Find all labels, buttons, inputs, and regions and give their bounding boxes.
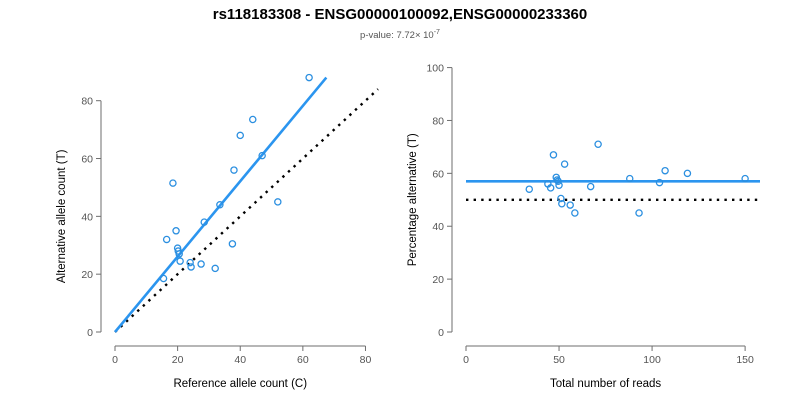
x-axis-tick-label: 40 (234, 354, 246, 366)
data-point (557, 194, 565, 203)
data-point (525, 185, 534, 193)
data-point (175, 250, 183, 258)
data-point (169, 179, 177, 187)
data-point (558, 200, 566, 208)
panel-allele-counts: 0 20 40 60 80 Reference allele count (C) 0 20 40… (56, 73, 379, 390)
data-point (625, 174, 634, 183)
scatter-plot-percentage-alternative: 0 50 100 150 Total number of reads 0 20 40 60 80 1… (407, 63, 760, 390)
pvalue-annotation: p-value: 7.72× 10-7 (0, 22, 800, 41)
x-axis-tick-label: 100 (643, 354, 661, 366)
page-title: rs118183308 - ENSG00000100092,ENSG000002… (212, 6, 588, 23)
data-point (655, 178, 664, 187)
data-point (274, 198, 282, 206)
x-axis-tick-label: 20 (172, 354, 184, 366)
x-axis-tick-label: 150 (736, 354, 754, 366)
data-point (162, 235, 171, 244)
y-axis-tick-label: 20 (432, 274, 444, 286)
panel-percentage-alternative: 0 50 100 150 Total number of reads 0 20 40 60 80 1… (400, 0, 800, 400)
data-point (546, 184, 555, 192)
figure-header: rs118183308 - ENSG00000100092,ENSG000002… (0, 0, 800, 41)
data-point (566, 201, 574, 209)
y-axis-title: Alternative allele count (T) (56, 149, 68, 283)
y-axis-tick-label: 60 (432, 168, 444, 180)
data-point (741, 174, 749, 183)
data-point (187, 263, 195, 271)
data-point (258, 151, 266, 160)
y-axis-tick-label: 80 (81, 96, 93, 108)
data-point (549, 151, 558, 159)
y-axis-tick-label: 0 (87, 327, 93, 339)
y-axis-tick-label: 80 (432, 115, 444, 127)
y-axis-tick-label: 20 (81, 269, 93, 281)
x-axis-tick-label: 50 (553, 354, 565, 366)
data-point (172, 227, 180, 235)
data-point (228, 240, 237, 248)
data-point (555, 181, 563, 189)
data-point (186, 258, 194, 267)
fit-line (113, 76, 328, 333)
x-axis-title: Total number of reads (550, 378, 661, 390)
y-axis-tick-label: 40 (81, 211, 93, 223)
x-axis-tick-label: 0 (463, 354, 469, 366)
data-point (683, 169, 692, 178)
data-point (200, 218, 208, 226)
y-axis-title: Percentage alternative (T) (407, 133, 419, 266)
data-point (249, 115, 257, 124)
x-axis-tick-label: 80 (360, 354, 372, 366)
data-point (661, 166, 669, 175)
data-point (211, 264, 219, 273)
data-point (176, 257, 184, 265)
y-axis-tick-label: 100 (426, 63, 444, 75)
data-point (571, 209, 579, 217)
data-point (236, 131, 244, 140)
scatter-plot-allele-counts: 0 20 40 60 80 Reference allele count (C) 0 20 40… (56, 73, 379, 390)
y-axis-tick-label: 0 (438, 327, 444, 339)
y-axis-tick-label: 60 (81, 154, 93, 166)
data-point (197, 260, 205, 268)
x-axis-tick-label: 60 (297, 354, 309, 366)
pvalue-exponent: -7 (433, 29, 440, 36)
data-point (216, 201, 224, 209)
x-axis-tick-label: 0 (112, 354, 118, 366)
data-point (586, 182, 595, 191)
x-axis-title: Reference allele count (C) (173, 378, 307, 390)
pvalue-text: p-value: 7.72× 10 (360, 30, 434, 42)
data-point (560, 160, 569, 168)
y-axis-tick-label: 40 (432, 221, 444, 233)
data-point (305, 73, 313, 82)
data-point (594, 140, 602, 149)
data-point (230, 166, 238, 174)
data-point (159, 274, 168, 283)
data-point (554, 177, 562, 186)
reference-line (114, 88, 379, 333)
data-point (635, 209, 643, 217)
